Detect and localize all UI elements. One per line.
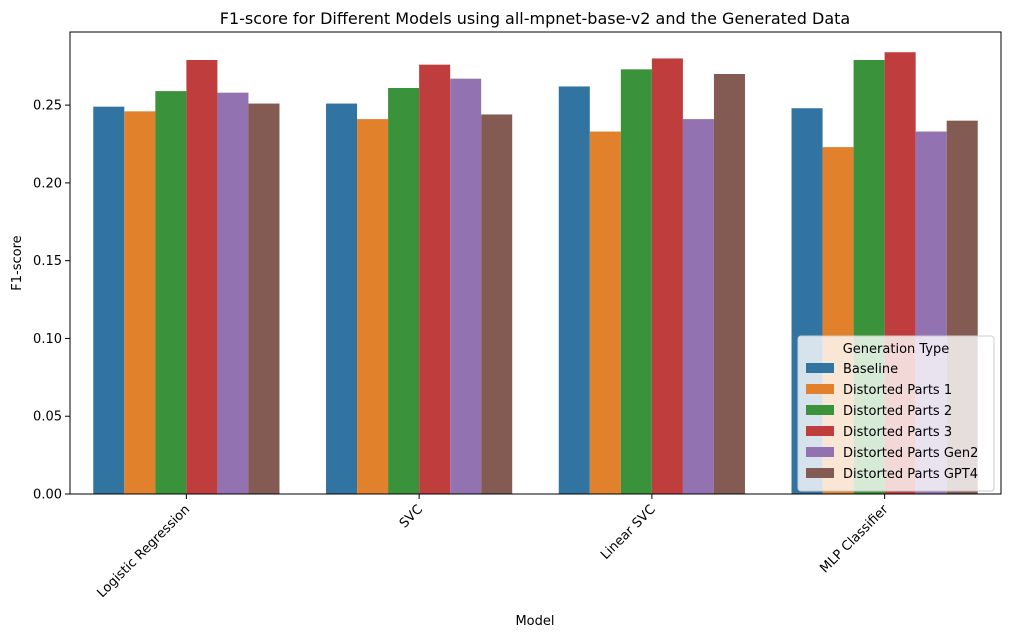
legend-label: Distorted Parts Gen2 — [843, 446, 978, 461]
bar — [186, 60, 218, 494]
bar — [651, 58, 683, 494]
legend-swatch — [806, 447, 834, 457]
x-tick-label: MLP Classifier — [817, 502, 892, 577]
plot-frame — [69, 31, 1002, 495]
bar — [155, 91, 187, 494]
bar — [388, 88, 420, 494]
legend-title: Generation Type — [843, 342, 950, 357]
bar — [357, 119, 389, 494]
x-axis-label: Model — [515, 614, 554, 629]
legend-swatch — [806, 363, 834, 373]
legend-label: Distorted Parts 3 — [843, 425, 952, 440]
y-tick-label: 0.00 — [33, 488, 62, 503]
legend-label: Distorted Parts 2 — [843, 404, 952, 419]
y-tick-label: 0.25 — [33, 99, 62, 114]
legend-label: Distorted Parts 1 — [843, 383, 952, 398]
x-tick-label: Linear SVC — [598, 502, 659, 563]
y-tick-label: 0.15 — [33, 254, 62, 269]
legend-swatch — [806, 468, 834, 478]
bar — [558, 86, 590, 494]
bar — [124, 111, 156, 494]
bar — [93, 106, 125, 495]
y-tick-label: 0.20 — [33, 176, 62, 191]
bar — [326, 103, 358, 495]
chart-title: F1-score for Different Models using all-… — [220, 9, 850, 28]
bars-layer — [93, 52, 978, 495]
y-tick-label: 0.05 — [33, 410, 62, 425]
bar — [682, 119, 714, 494]
y-axis-label: F1-score — [10, 235, 25, 290]
bar — [419, 64, 451, 495]
legend-label: Distorted Parts GPT4 — [843, 467, 978, 482]
bar — [589, 131, 621, 495]
legend-swatch — [806, 405, 834, 415]
bar — [620, 69, 652, 494]
x-tick-label: SVC — [397, 502, 426, 531]
bar — [481, 114, 513, 494]
bar — [217, 92, 249, 495]
x-tick-label: Logistic Regression — [94, 502, 193, 601]
bar — [713, 74, 745, 494]
legend-swatch — [806, 426, 834, 436]
y-tick-label: 0.10 — [33, 332, 62, 347]
y-axis: 0.00 0.05 0.10 0.15 0.20 0.25 — [33, 99, 70, 503]
x-axis: Logistic Regression SVC Linear SVC MLP Clas… — [94, 494, 892, 601]
legend-label: Baseline — [843, 362, 898, 377]
legend-swatch — [806, 384, 834, 394]
legend-box — [797, 335, 995, 492]
bar — [450, 78, 482, 495]
legend: Generation Type Baseline Distorted Parts … — [797, 335, 995, 492]
bar — [248, 103, 280, 495]
